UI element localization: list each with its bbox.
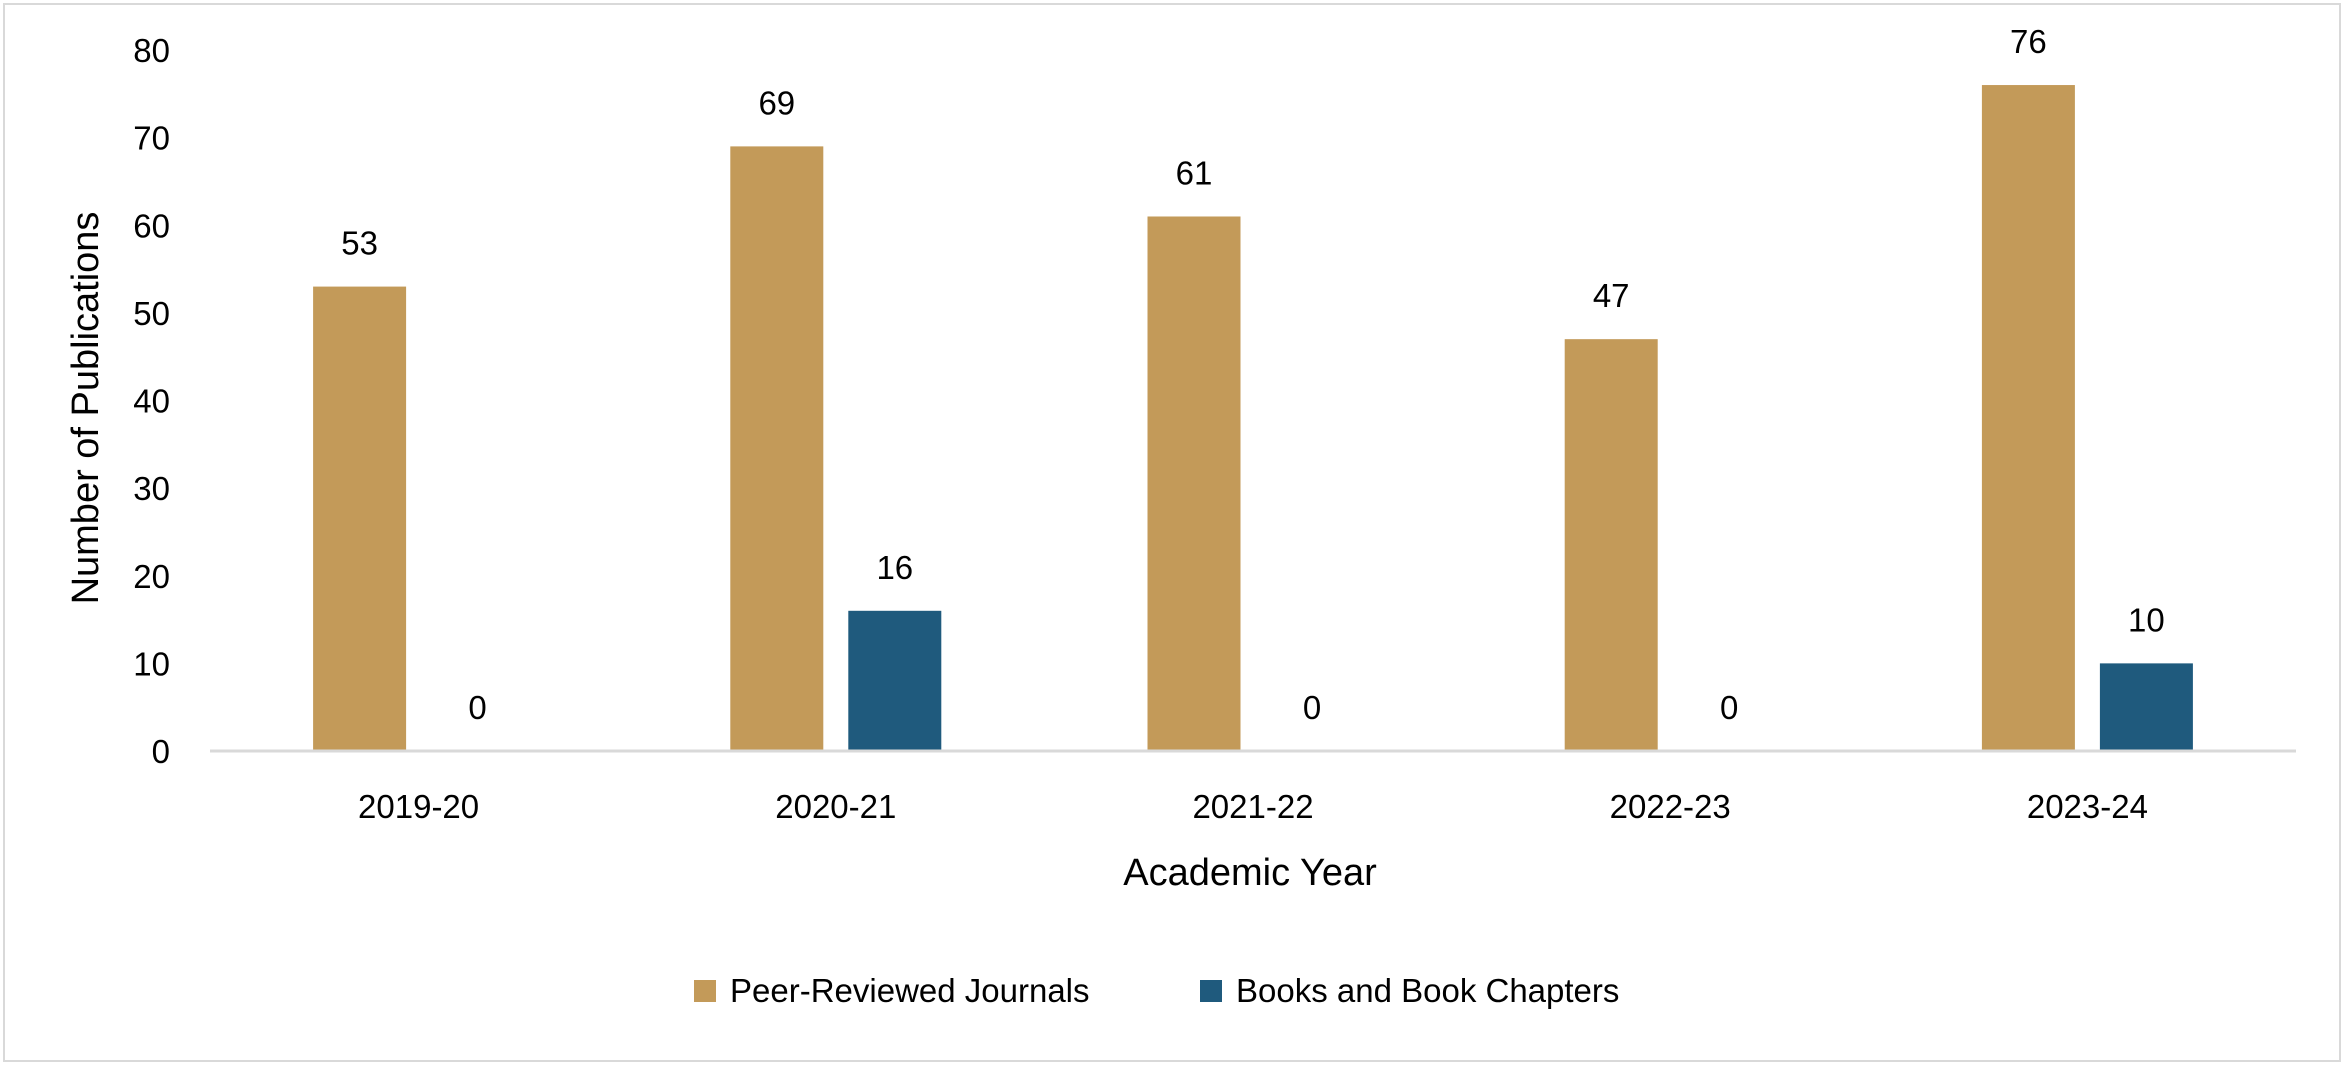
y-axis-ticks: 0 10 20 30 40 50 60 70 80 xyxy=(133,32,170,770)
x-tick-label: 2023-24 xyxy=(2027,788,2148,825)
data-label: 0 xyxy=(468,689,486,726)
x-tick-label: 2022-23 xyxy=(1610,788,1731,825)
x-tick-label: 2020-21 xyxy=(775,788,896,825)
x-tick-label: 2019-20 xyxy=(358,788,479,825)
bar-books-2020-21 xyxy=(848,610,942,751)
data-label: 0 xyxy=(1720,689,1738,726)
data-label: 47 xyxy=(1593,277,1630,314)
y-axis-title: Number of Publications xyxy=(65,212,107,605)
y-tick-label: 10 xyxy=(133,645,170,682)
bar-journals-2022-23 xyxy=(1564,339,1658,751)
data-label: 0 xyxy=(1303,689,1321,726)
data-label: 53 xyxy=(341,225,378,262)
data-labels: 53 0 69 16 61 0 47 0 76 10 xyxy=(341,23,2165,726)
legend-swatch xyxy=(694,980,716,1002)
y-tick-label: 80 xyxy=(133,32,170,69)
y-tick-label: 40 xyxy=(133,383,170,420)
x-tick-label: 2021-22 xyxy=(1192,788,1313,825)
y-tick-label: 30 xyxy=(133,470,170,507)
y-tick-label: 70 xyxy=(133,120,170,157)
y-tick-label: 60 xyxy=(133,207,170,244)
y-tick-label: 50 xyxy=(133,295,170,332)
data-label: 61 xyxy=(1176,154,1213,191)
data-label: 76 xyxy=(2010,23,2047,60)
bar-journals-2021-22 xyxy=(1147,216,1241,752)
legend: Peer-Reviewed Journals Books and Book Cha… xyxy=(694,972,1619,1009)
bar-journals-2019-20 xyxy=(313,286,407,751)
data-label: 16 xyxy=(876,549,913,586)
x-axis-ticks: 2019-20 2020-21 2021-22 2022-23 2023-24 xyxy=(358,788,2148,825)
bar-journals-2020-21 xyxy=(730,146,824,751)
y-tick-label: 0 xyxy=(152,733,170,770)
x-axis-title: Academic Year xyxy=(1123,852,1377,894)
y-tick-label: 20 xyxy=(133,558,170,595)
bar-journals-2023-24 xyxy=(1981,85,2075,752)
data-label: 69 xyxy=(758,84,795,121)
legend-label: Peer-Reviewed Journals xyxy=(730,972,1090,1009)
legend-swatch xyxy=(1200,980,1222,1002)
bars xyxy=(313,85,2193,752)
bar-books-2023-24 xyxy=(2099,663,2193,751)
data-label: 10 xyxy=(2128,601,2165,638)
legend-label: Books and Book Chapters xyxy=(1236,972,1619,1009)
